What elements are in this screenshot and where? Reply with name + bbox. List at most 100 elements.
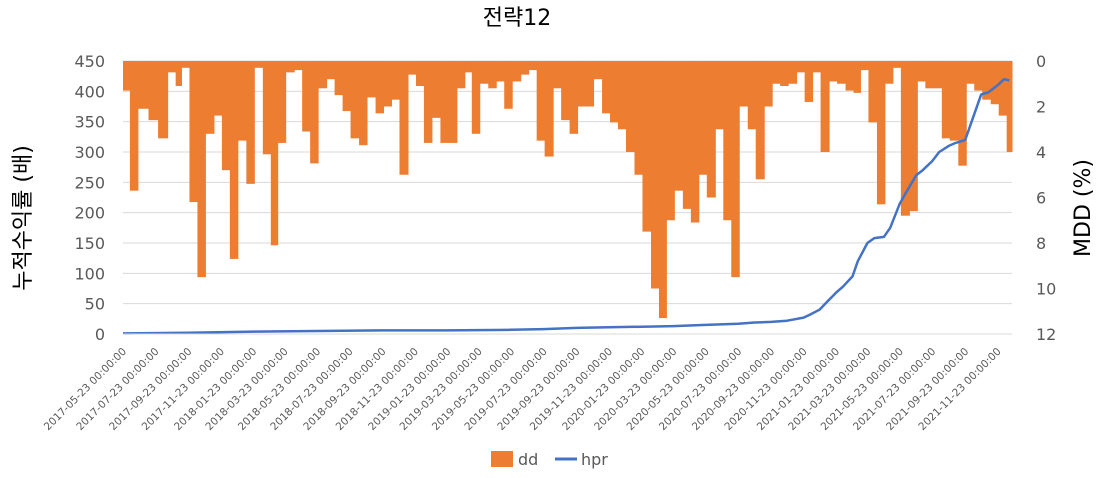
dd-bar (788, 61, 798, 84)
y-axis-right: 0 2 4 6 8 10 12 (1036, 52, 1056, 344)
dd-bar (723, 61, 732, 221)
dd-bar (618, 61, 627, 130)
dd-bar (698, 61, 708, 175)
dd-bar (892, 61, 902, 68)
y-axis-right-title: MDD (%) (1071, 159, 1096, 257)
y-right-tick-label: 10 (1036, 280, 1056, 299)
dd-bar (448, 61, 458, 143)
dd-bar (129, 61, 139, 191)
dd-bar (642, 61, 652, 232)
dd-bar (853, 61, 861, 93)
dd-bar (181, 61, 190, 68)
dd-bar (310, 61, 319, 164)
dd-bar (167, 61, 177, 73)
dd-bar (359, 61, 368, 146)
y-right-tick-label: 0 (1036, 52, 1046, 71)
dd-bar (909, 61, 918, 212)
dd-bar (137, 61, 150, 109)
dd-bar (658, 61, 667, 319)
dd-bar (367, 61, 377, 98)
dd-bar (285, 61, 295, 73)
y-right-tick-label: 4 (1036, 143, 1046, 162)
dd-bar (610, 61, 619, 123)
dd-bar (674, 61, 684, 191)
dd-bar (796, 61, 806, 73)
dd-bar (415, 61, 425, 87)
dd-bar (747, 61, 757, 130)
dd-bar (845, 61, 855, 91)
dd-bar (504, 61, 513, 109)
dd-bar (262, 61, 272, 155)
dd-bar (812, 61, 822, 73)
dd-bar (715, 61, 724, 130)
dd-bar (941, 61, 951, 139)
dd-bar (1006, 61, 1013, 152)
dd-bar (982, 61, 992, 100)
dd-bar (536, 61, 546, 141)
y-left-tick-label: 250 (74, 173, 105, 192)
dd-bar (949, 61, 959, 141)
dd-bar (804, 61, 814, 102)
dd-bar (900, 61, 910, 216)
y-left-tick-label: 400 (74, 82, 105, 101)
dd-bar (990, 61, 1000, 105)
y-right-tick-label: 8 (1036, 234, 1046, 253)
dd-bar (197, 61, 206, 278)
dd-bar (464, 61, 473, 73)
dd-bar (544, 61, 554, 157)
dd-bar (479, 61, 489, 84)
dd-bar (471, 61, 481, 134)
dd-bar (326, 61, 336, 80)
dd-bar (739, 61, 749, 107)
dd-bar (553, 61, 562, 89)
dd-bar (634, 61, 643, 175)
dd-bar (860, 61, 869, 71)
chart-title: 전략12 (483, 6, 551, 31)
dd-bar (966, 61, 975, 84)
y-left-tick-label: 150 (74, 234, 105, 253)
dd-bar (221, 61, 231, 171)
dd-bar (237, 61, 247, 141)
dd-bar (577, 61, 587, 107)
dd-bar (391, 61, 400, 100)
dd-bar (205, 61, 215, 134)
y-left-tick-label: 450 (74, 52, 105, 71)
dd-bar (399, 61, 409, 175)
dd-bar (585, 61, 595, 107)
dd-bar (123, 61, 131, 91)
dd-bar (407, 61, 417, 75)
dd-bar (270, 61, 279, 246)
dd-bar (925, 61, 934, 89)
dd-bar (876, 61, 886, 205)
legend-label-hpr: hpr (581, 450, 608, 469)
dd-bar (189, 61, 198, 203)
dd-bar (431, 61, 441, 118)
dd-bar (690, 61, 700, 223)
dd-bar (277, 61, 287, 143)
dd-bar (917, 61, 926, 82)
dd-bar (569, 61, 579, 134)
y-right-tick-label: 6 (1036, 189, 1046, 208)
legend: dd hpr (491, 450, 608, 469)
y-right-tick-label: 12 (1036, 325, 1056, 344)
y-right-tick-label: 2 (1036, 98, 1046, 117)
dd-bar (294, 61, 303, 71)
dd-bar (933, 61, 943, 89)
dd-bar (731, 61, 740, 278)
dd-bar (998, 61, 1008, 116)
dd-bar (958, 61, 967, 166)
legend-label-dd: dd (518, 450, 538, 469)
dd-bar (423, 61, 433, 143)
dd-bar (383, 61, 393, 107)
dd-bar (780, 61, 789, 87)
y-axis-left-title: 누적수익률 (배) (11, 145, 36, 291)
dd-bar (375, 61, 385, 114)
dd-bar (868, 61, 878, 123)
dd-bar (772, 61, 781, 84)
dd-bar (593, 61, 603, 80)
dd-bar (706, 61, 716, 198)
dd-bar (561, 61, 571, 121)
y-left-tick-label: 100 (74, 264, 105, 283)
y-left-tick-label: 350 (74, 113, 105, 132)
